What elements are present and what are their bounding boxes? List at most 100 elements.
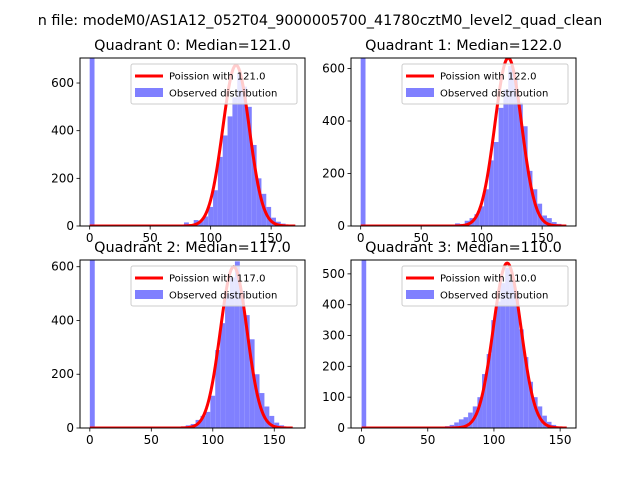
histogram-bar xyxy=(361,260,367,428)
panel-title: Quadrant 2: Median=117.0 xyxy=(94,240,291,256)
histogram-bar xyxy=(513,79,518,226)
legend-fit-label: Poission with 110.0 xyxy=(440,274,536,285)
histogram-bar xyxy=(198,221,204,226)
poisson-fit-line xyxy=(88,63,297,226)
histogram-bar xyxy=(523,357,529,428)
histogram-bar xyxy=(232,97,238,226)
histogram-bar xyxy=(200,415,206,428)
legend-box xyxy=(130,265,298,307)
legend-hist-swatch xyxy=(406,88,434,97)
y-tick-label: 400 xyxy=(51,313,74,327)
x-tick-label: 150 xyxy=(531,231,554,245)
y-tick-label: 400 xyxy=(51,124,74,138)
legend-fit-label: Poission with 117.0 xyxy=(169,274,265,285)
legend-hist-swatch xyxy=(406,290,434,299)
x-tick-label: 100 xyxy=(482,433,505,447)
histogram-bar xyxy=(213,190,218,226)
histogram-bar xyxy=(484,189,489,226)
x-tick-label: 0 xyxy=(86,433,94,447)
histogram-bar xyxy=(215,350,221,428)
legend-box xyxy=(130,63,298,105)
histogram-bar xyxy=(89,58,95,226)
histogram-bar xyxy=(528,381,533,428)
histogram-bar xyxy=(251,144,257,226)
histogram-bar xyxy=(495,301,501,428)
histogram-bar xyxy=(479,206,485,226)
histogram-bar xyxy=(498,107,504,226)
histogram-bar xyxy=(242,86,247,226)
quadrant-panel-2: Quadrant 2: Median=117.0 0 50 100 150 0 200 400… xyxy=(51,240,306,447)
x-tick-label: 50 xyxy=(420,433,435,447)
legend-hist-label: Observed distribution xyxy=(440,291,548,302)
y-tick-label: 600 xyxy=(51,76,74,90)
x-tick-label: 150 xyxy=(260,231,283,245)
histogram-bar xyxy=(239,290,245,428)
histogram-bar xyxy=(527,170,533,226)
x-tick-label: 100 xyxy=(470,231,493,245)
legend: Poission with 110.0 Observed distribution xyxy=(401,265,569,307)
histogram-bar xyxy=(477,397,483,428)
histogram-bar xyxy=(458,419,464,428)
legend-fit-label: Poission with 122.0 xyxy=(440,72,536,83)
histogram-bar xyxy=(230,277,235,428)
histogram-bar xyxy=(546,218,552,226)
legend-hist-swatch xyxy=(135,88,163,97)
legend-hist-label: Observed distribution xyxy=(169,291,277,302)
histogram-bar xyxy=(519,329,524,428)
y-tick-label: 200 xyxy=(322,359,345,373)
plot-area xyxy=(88,260,294,428)
quadrant-panel-0: Quadrant 0: Median=121.0 0 50 100 150 0 200 400… xyxy=(51,38,306,245)
histogram-bar xyxy=(491,320,496,428)
histogram-bar xyxy=(532,397,538,428)
axes-frame xyxy=(350,259,577,429)
histogram-bar xyxy=(203,216,209,226)
histogram-bar xyxy=(210,395,216,428)
histogram-bar xyxy=(486,354,492,428)
y-tick-label: 100 xyxy=(322,390,345,404)
y-tick-label: 500 xyxy=(322,267,345,281)
x-tick-label: 0 xyxy=(86,231,94,245)
panel-title: Quadrant 3: Median=110.0 xyxy=(365,240,562,256)
x-tick-label: 50 xyxy=(143,231,158,245)
x-tick-label: 150 xyxy=(263,433,286,447)
poisson-fit-line xyxy=(359,58,568,226)
y-tick-label: 400 xyxy=(322,298,345,312)
histogram-bar xyxy=(522,126,528,226)
histogram-bar xyxy=(493,142,499,226)
legend-box xyxy=(401,63,569,105)
histogram-bar xyxy=(517,102,523,226)
legend-hist-label: Observed distribution xyxy=(440,89,548,100)
x-tick-label: 100 xyxy=(199,231,222,245)
legend-hist-label: Observed distribution xyxy=(169,89,277,100)
histogram-bar xyxy=(256,178,262,226)
histogram-bar xyxy=(237,73,243,226)
legend-fit-label: Poission with 121.0 xyxy=(169,72,265,83)
histogram-bar xyxy=(454,422,459,428)
y-tick-label: 300 xyxy=(322,329,345,343)
y-tick-label: 200 xyxy=(322,167,345,181)
histogram-bar xyxy=(514,295,520,428)
plot-area xyxy=(88,58,297,226)
y-tick-label: 600 xyxy=(51,260,74,274)
x-tick-label: 150 xyxy=(549,433,572,447)
histogram-bar xyxy=(208,206,214,226)
histogram-bar xyxy=(488,160,494,226)
quadrant-panel-3: Quadrant 3: Median=110.0 0 50 100 150 0 100 200… xyxy=(322,240,577,447)
legend-hist-swatch xyxy=(135,290,163,299)
x-tick-label: 100 xyxy=(201,433,224,447)
plot-area xyxy=(360,260,568,428)
histogram-bar xyxy=(500,283,506,428)
y-tick-label: 600 xyxy=(322,62,345,76)
figure-suptitle: n file: modeM0/AS1A12_052T04_9000005700_… xyxy=(38,13,603,29)
histogram-bar xyxy=(254,374,260,428)
histogram-bar xyxy=(217,156,223,226)
histogram-bar xyxy=(227,116,233,226)
legend: Poission with 122.0 Observed distribution xyxy=(401,63,569,105)
histogram-bar xyxy=(222,135,228,226)
panel-title: Quadrant 1: Median=122.0 xyxy=(365,38,562,54)
plot-area xyxy=(359,58,568,226)
x-tick-label: 0 xyxy=(358,433,366,447)
axes-frame xyxy=(79,259,306,429)
y-tick-label: 200 xyxy=(51,367,74,381)
